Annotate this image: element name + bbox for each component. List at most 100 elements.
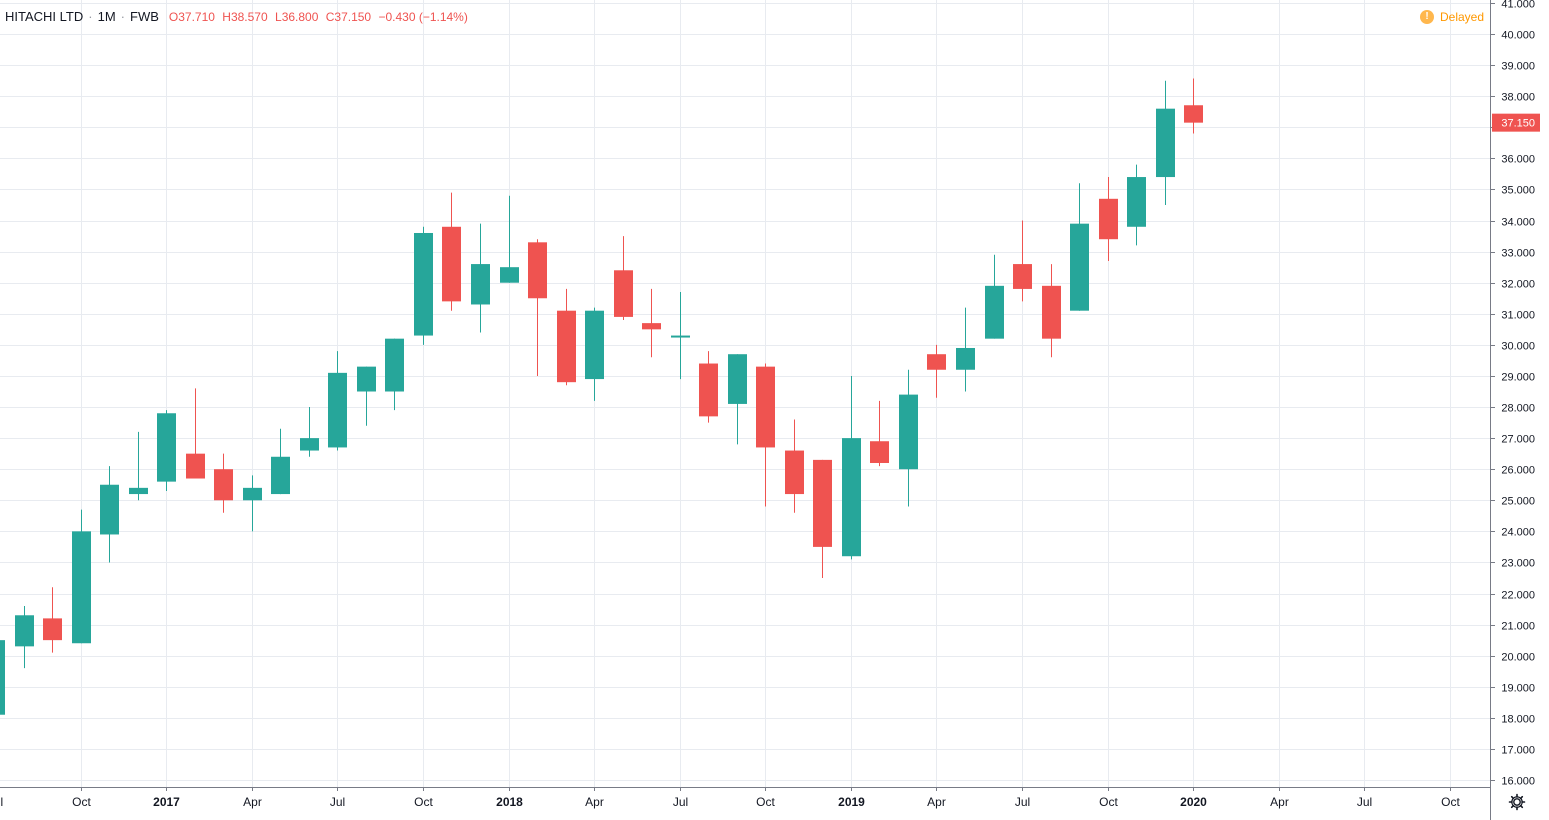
low-label: L bbox=[275, 10, 282, 24]
candle-body bbox=[300, 438, 319, 451]
candle-up[interactable] bbox=[671, 292, 690, 380]
time-axis[interactable]: Jul Oct 2017 Apr Jul Oct 2018 Apr Jul Oct 2019 Apr J… bbox=[0, 787, 1490, 809]
x-tick-label: Apr bbox=[927, 795, 946, 809]
candle-down[interactable] bbox=[699, 351, 718, 423]
candle-up[interactable] bbox=[129, 431, 148, 501]
y-tick-label: 36.000 bbox=[1501, 154, 1535, 166]
candle-body bbox=[899, 394, 918, 470]
candle-down[interactable] bbox=[642, 288, 661, 358]
y-tick-label: 39.000 bbox=[1501, 61, 1535, 73]
y-tick-label: 28.000 bbox=[1501, 403, 1535, 415]
candle-body bbox=[557, 310, 576, 383]
candle-body bbox=[528, 242, 547, 299]
y-tick-label: 38.000 bbox=[1501, 92, 1535, 104]
x-tick-label: 2019 bbox=[838, 795, 865, 809]
candle-down[interactable] bbox=[528, 239, 547, 376]
last-price-tag bbox=[1492, 113, 1540, 132]
warning-icon: ! bbox=[1420, 10, 1434, 24]
candle-down[interactable] bbox=[813, 459, 832, 578]
candle-down[interactable] bbox=[756, 363, 775, 507]
candle-down[interactable] bbox=[785, 419, 804, 513]
candle-body bbox=[813, 459, 832, 547]
candle-down[interactable] bbox=[43, 587, 62, 653]
candle-up[interactable] bbox=[1070, 183, 1089, 311]
candle-up[interactable] bbox=[585, 307, 604, 401]
candle-up[interactable] bbox=[357, 366, 376, 426]
candle-up[interactable] bbox=[300, 407, 319, 457]
x-tick-label: 2020 bbox=[1180, 795, 1207, 809]
candle-down[interactable] bbox=[214, 453, 233, 513]
close-label: C bbox=[325, 10, 335, 24]
candle-down[interactable] bbox=[186, 388, 205, 479]
candle-body bbox=[471, 264, 490, 305]
candle-body bbox=[243, 487, 262, 501]
candle-up[interactable] bbox=[471, 223, 490, 333]
candle-body bbox=[614, 270, 633, 317]
exchange-label: FWB bbox=[130, 9, 159, 24]
candle-body bbox=[585, 310, 604, 380]
y-tick-label: 24.000 bbox=[1501, 527, 1535, 539]
separator-dot: · bbox=[88, 9, 93, 24]
symbol-name[interactable]: HITACHI LTD bbox=[5, 9, 84, 24]
y-tick-label: 40.000 bbox=[1501, 30, 1535, 42]
delayed-indicator[interactable]: ! Delayed bbox=[1420, 10, 1484, 24]
candle-down[interactable] bbox=[557, 288, 576, 386]
candle-down[interactable] bbox=[442, 192, 461, 311]
delayed-label: Delayed bbox=[1440, 10, 1485, 24]
interval-label[interactable]: 1M bbox=[97, 9, 116, 24]
candle-body bbox=[129, 487, 148, 495]
candle-up[interactable] bbox=[1127, 164, 1146, 246]
candle-up[interactable] bbox=[15, 605, 34, 669]
y-tick-label: 29.000 bbox=[1501, 372, 1535, 384]
y-tick-label: 17.000 bbox=[1501, 745, 1535, 757]
x-tick-label: Jul bbox=[0, 795, 3, 809]
candle-up[interactable] bbox=[728, 354, 747, 445]
candle-body bbox=[785, 450, 804, 495]
y-tick-label: 31.000 bbox=[1501, 310, 1535, 322]
candle-down[interactable] bbox=[614, 236, 633, 321]
candle-body bbox=[671, 335, 690, 338]
x-tick-label: 2018 bbox=[496, 795, 523, 809]
candle-down[interactable] bbox=[1042, 264, 1061, 358]
candle-up[interactable] bbox=[0, 640, 5, 715]
candle-body bbox=[385, 338, 404, 392]
high-label: H bbox=[222, 10, 231, 24]
candle-up[interactable] bbox=[985, 254, 1004, 339]
x-tick-label: 2017 bbox=[153, 795, 180, 809]
candle-down[interactable] bbox=[870, 400, 889, 467]
y-tick-label: 18.000 bbox=[1501, 714, 1535, 726]
x-tick-label: Jul bbox=[1357, 795, 1372, 809]
open-value: 37.710 bbox=[178, 10, 215, 24]
candle-up[interactable] bbox=[842, 375, 861, 560]
candle-up[interactable] bbox=[385, 338, 404, 411]
separator-dot: · bbox=[120, 9, 125, 24]
x-tick-label: Oct bbox=[1441, 795, 1460, 809]
y-tick-label: 22.000 bbox=[1501, 590, 1535, 602]
candle-up[interactable] bbox=[414, 226, 433, 345]
candle-up[interactable] bbox=[956, 307, 975, 392]
candle-up[interactable] bbox=[157, 410, 176, 491]
candle-down[interactable] bbox=[927, 344, 946, 398]
candle-up[interactable] bbox=[243, 475, 262, 532]
gear-icon[interactable] bbox=[1507, 792, 1527, 812]
candle-up[interactable] bbox=[500, 195, 519, 283]
candle-down[interactable] bbox=[1013, 220, 1032, 302]
candle-body bbox=[870, 441, 889, 463]
y-tick-label: 25.000 bbox=[1501, 496, 1535, 508]
candle-up[interactable] bbox=[328, 351, 347, 451]
candle-up[interactable] bbox=[72, 509, 91, 644]
price-axis[interactable]: 16.000 17.000 18.000 19.000 20.000 21.000 22.0… bbox=[1490, 0, 1540, 820]
candle-down[interactable] bbox=[1184, 78, 1203, 134]
candle-body bbox=[1156, 108, 1175, 178]
candle-up[interactable] bbox=[899, 369, 918, 507]
y-tick-label: 23.000 bbox=[1501, 558, 1535, 570]
candle-body bbox=[1099, 198, 1118, 240]
candle-down[interactable] bbox=[1099, 177, 1118, 261]
candle-up[interactable] bbox=[1156, 80, 1175, 206]
open-label: O bbox=[168, 10, 179, 24]
candle-up[interactable] bbox=[271, 428, 290, 495]
candle-up[interactable] bbox=[100, 466, 119, 563]
y-tick-label: 34.000 bbox=[1501, 217, 1535, 229]
candle-body bbox=[442, 226, 461, 302]
